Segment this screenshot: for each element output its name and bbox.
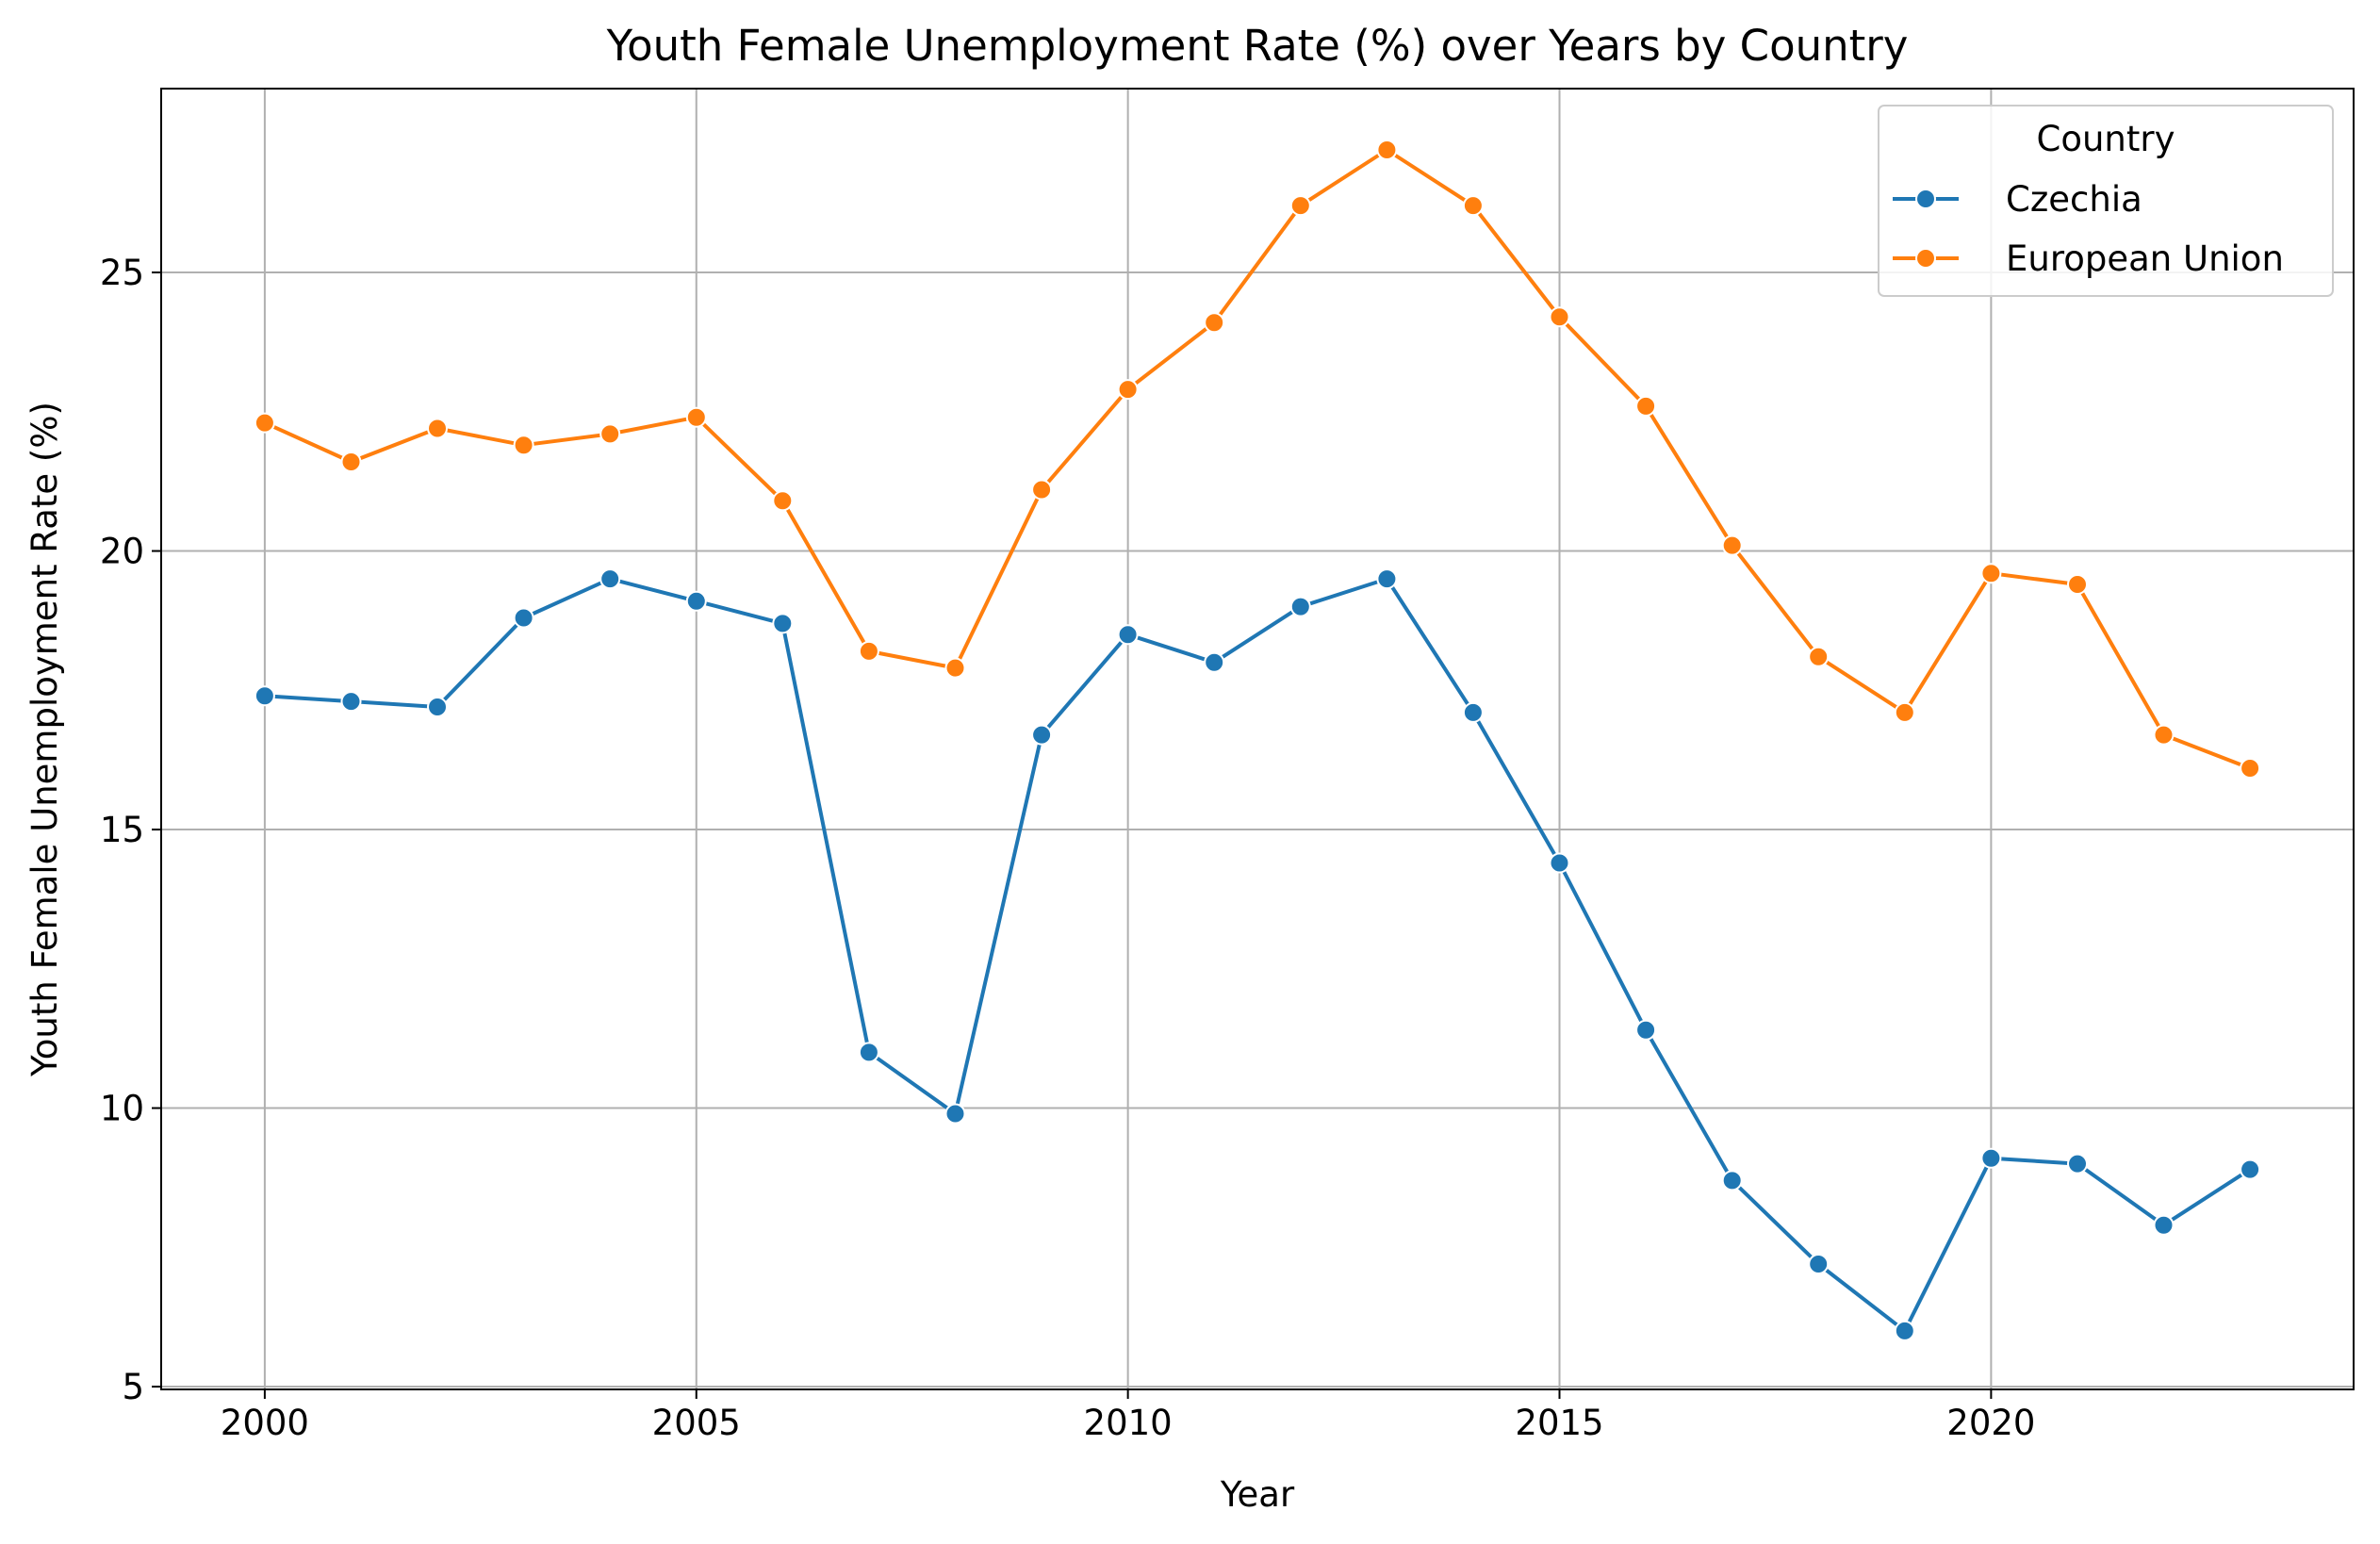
legend-marker-european-union	[1915, 248, 1936, 269]
y-tick-label: 15	[100, 810, 144, 850]
data-point-czechia	[1721, 1170, 1743, 1191]
data-point-european-union	[513, 435, 534, 456]
y-axis-label: Youth Female Unemployment Rate (%)	[25, 402, 65, 1077]
y-tick-label: 10	[100, 1089, 144, 1129]
data-point-czechia	[513, 607, 534, 629]
series-line-european-union	[262, 148, 2253, 770]
data-point-european-union	[1635, 395, 1657, 417]
plot-frame	[160, 88, 2355, 1390]
data-point-european-union	[340, 452, 362, 472]
gridlines	[161, 89, 2354, 1389]
legend-title: Country	[2037, 119, 2175, 159]
data-point-czechia	[1289, 596, 1311, 617]
data-point-czechia	[944, 1103, 966, 1125]
data-point-european-union	[772, 490, 794, 512]
data-point-european-union	[1204, 312, 1225, 334]
chart-title: Youth Female Unemployment Rate (%) over …	[606, 21, 1909, 71]
data-point-czechia	[427, 697, 448, 717]
x-axis-label: Year	[1220, 1474, 1295, 1515]
data-point-czechia	[1204, 651, 1225, 673]
y-tick-label: 20	[100, 532, 144, 572]
data-point-european-union	[944, 657, 966, 679]
x-tick-label: 2010	[1084, 1403, 1173, 1443]
legend-item-czechia: Czechia	[1893, 179, 2142, 220]
data-point-european-union	[1376, 140, 1398, 160]
series-czechia	[254, 568, 2261, 1341]
data-point-czechia	[254, 685, 275, 707]
data-point-european-union	[2153, 724, 2175, 746]
data-point-czechia	[1462, 701, 1484, 723]
data-point-european-union	[1289, 195, 1311, 217]
data-point-european-union	[685, 406, 707, 428]
data-point-european-union	[427, 418, 448, 439]
data-point-czechia	[2153, 1214, 2175, 1236]
legend-label-czechia: Czechia	[2006, 179, 2142, 220]
data-point-european-union	[254, 412, 275, 434]
legend-marker-czechia	[1915, 189, 1936, 209]
data-point-czechia	[772, 613, 794, 634]
plot-area	[161, 89, 2354, 1389]
series-line-czechia	[262, 577, 2253, 1333]
data-point-european-union	[1462, 195, 1484, 217]
x-tick-label: 2000	[221, 1403, 309, 1443]
data-point-european-union	[1980, 563, 2002, 584]
x-axis: 2000 2005 2010 2015 2020	[221, 1389, 2035, 1443]
series-layer	[254, 140, 2261, 1341]
data-point-czechia	[1376, 568, 1398, 590]
data-point-czechia	[340, 691, 362, 713]
data-point-european-union	[1031, 479, 1053, 501]
data-point-czechia	[2240, 1158, 2261, 1180]
y-axis: 5 10 15 20 25	[100, 253, 161, 1407]
data-point-czechia	[1894, 1320, 1915, 1341]
data-point-czechia	[1808, 1254, 1830, 1274]
legend-label-european-union: European Union	[2006, 238, 2284, 279]
data-point-european-union	[1808, 646, 1830, 667]
data-point-czechia	[1549, 852, 1570, 874]
data-point-european-union	[2240, 758, 2261, 779]
data-point-czechia	[685, 590, 707, 612]
data-point-european-union	[1117, 379, 1139, 401]
series-european-union	[254, 140, 2261, 779]
data-point-czechia	[1031, 724, 1053, 746]
data-point-czechia	[858, 1042, 879, 1063]
data-point-czechia	[1980, 1147, 2002, 1169]
data-point-european-union	[1549, 306, 1570, 328]
data-point-czechia	[1635, 1019, 1657, 1041]
y-tick-label: 25	[100, 253, 144, 293]
data-point-czechia	[599, 568, 621, 590]
data-point-czechia	[1117, 624, 1139, 646]
data-point-european-union	[1894, 701, 1915, 723]
legend: Country Czechia European Union	[1878, 105, 2334, 297]
data-point-european-union	[599, 423, 621, 445]
x-tick-label: 2015	[1515, 1403, 1603, 1443]
y-tick-label: 5	[122, 1367, 144, 1407]
data-point-european-union	[2067, 574, 2088, 595]
data-point-european-union	[1721, 534, 1743, 556]
data-point-european-union	[858, 640, 879, 662]
legend-item-european-union: European Union	[1893, 238, 2284, 279]
data-point-czechia	[2067, 1153, 2088, 1174]
x-tick-label: 2020	[1946, 1403, 2035, 1443]
x-tick-label: 2005	[652, 1403, 741, 1443]
legend-box	[1878, 105, 2334, 297]
